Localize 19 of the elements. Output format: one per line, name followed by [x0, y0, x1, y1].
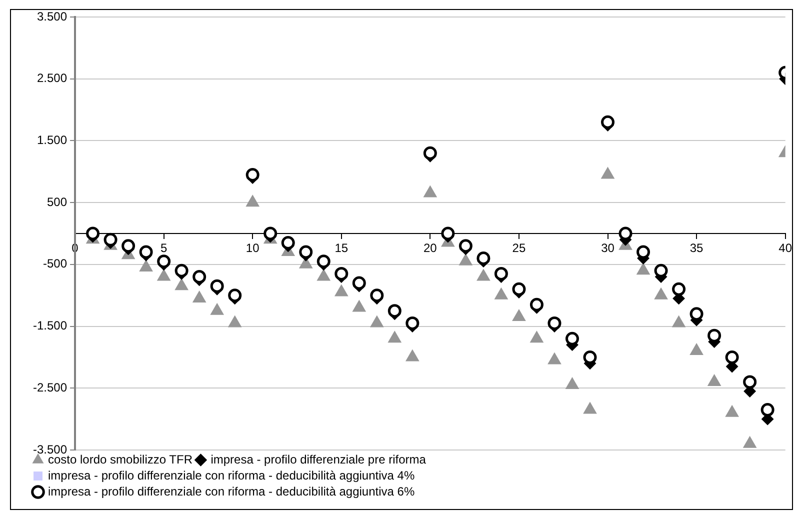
x-tick-label: 10: [246, 241, 260, 256]
legend-label: impresa - profilo differenziale con riforma - deducibilità aggiuntiva 4%: [48, 468, 415, 482]
y-tick-label: -3.500: [32, 442, 68, 456]
y-tick-label: -1.500: [32, 318, 68, 333]
y-tick-label: 500: [46, 194, 68, 209]
legend-label: impresa - profilo differenziale con riforma - deducibilità aggiuntiva 6%: [48, 484, 415, 498]
x-tick-label: 40: [778, 241, 792, 256]
x-tick-label: 25: [512, 241, 526, 256]
y-tick-label: 1.500: [36, 133, 68, 148]
y-tick-label: -2.500: [32, 380, 68, 394]
x-tick-label: 15: [334, 241, 348, 256]
x-tick-label: 20: [423, 241, 438, 256]
legend-label: impresa - profilo differenziale pre riforma: [210, 452, 426, 466]
y-tick-label: -500: [42, 256, 68, 271]
x-tick-label: 5: [160, 241, 168, 256]
x-tick-label: 30: [601, 241, 615, 256]
x-tick-label: 35: [690, 241, 704, 256]
y-tick-label: 2.500: [36, 71, 68, 86]
y-tick-label: 3.500: [36, 9, 68, 24]
